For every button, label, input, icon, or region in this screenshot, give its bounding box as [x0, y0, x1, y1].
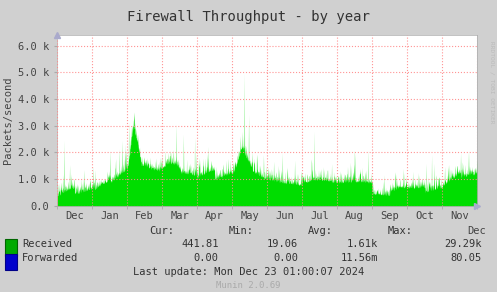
Text: Avg:: Avg:	[308, 226, 333, 236]
Text: 19.06: 19.06	[267, 239, 298, 249]
Text: RRDTOOL / TOBI OETIKER: RRDTOOL / TOBI OETIKER	[490, 41, 495, 123]
Y-axis label: Packets/second: Packets/second	[2, 77, 13, 164]
Text: 29.29k: 29.29k	[445, 239, 482, 249]
Text: 0.00: 0.00	[273, 253, 298, 263]
Text: Min:: Min:	[229, 226, 253, 236]
Text: Cur:: Cur:	[149, 226, 174, 236]
Text: 11.56m: 11.56m	[340, 253, 378, 263]
Text: Firewall Throughput - by year: Firewall Throughput - by year	[127, 10, 370, 24]
Text: Max:: Max:	[388, 226, 413, 236]
Text: Munin 2.0.69: Munin 2.0.69	[216, 281, 281, 290]
Text: Dec: Dec	[468, 226, 487, 236]
Text: 0.00: 0.00	[194, 253, 219, 263]
Text: 1.61k: 1.61k	[346, 239, 378, 249]
Text: 80.05: 80.05	[451, 253, 482, 263]
Text: Received: Received	[22, 239, 73, 249]
Text: Last update: Mon Dec 23 01:00:07 2024: Last update: Mon Dec 23 01:00:07 2024	[133, 267, 364, 277]
Text: 441.81: 441.81	[181, 239, 219, 249]
Text: Forwarded: Forwarded	[22, 253, 79, 263]
